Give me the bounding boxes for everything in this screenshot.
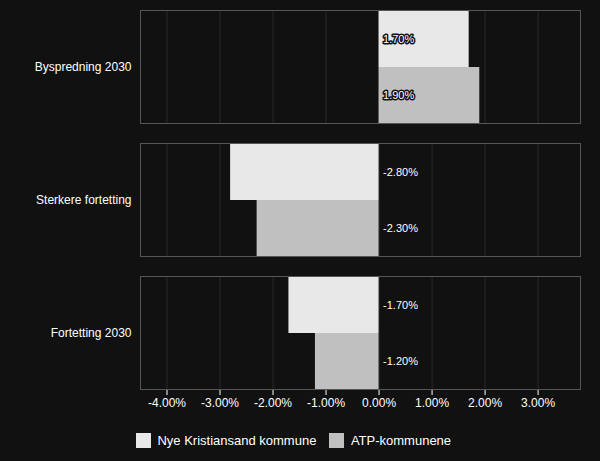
svg-text:-3.00%: -3.00% [201,396,239,410]
svg-text:-2.80%: -2.80% [383,166,418,178]
svg-text:Byspredning 2030: Byspredning 2030 [35,60,132,74]
svg-text:1.90%: 1.90% [383,89,414,101]
svg-text:-1.00%: -1.00% [307,396,345,410]
svg-text:-2.30%: -2.30% [383,222,418,234]
svg-text:-4.00%: -4.00% [148,396,186,410]
svg-text:Sterkere fortetting: Sterkere fortetting [36,193,131,207]
svg-text:1.00%: 1.00% [415,396,449,410]
svg-text:2.00%: 2.00% [468,396,502,410]
html-text:ATP-kommunene: ATP-kommunene [350,433,452,448]
svg-text:1.70%: 1.70% [383,33,414,45]
svg-text:3.00%: 3.00% [521,396,555,410]
svg-text:-1.70%: -1.70% [383,299,418,311]
svg-text:Fortetting 2030: Fortetting 2030 [51,326,132,340]
svg-text:0.00%: 0.00% [362,396,396,410]
html-text:Nye Kristiansand kommune: Nye Kristiansand kommune [157,433,317,448]
svg-text:-1.20%: -1.20% [383,355,418,367]
svg-text:-2.00%: -2.00% [254,396,292,410]
